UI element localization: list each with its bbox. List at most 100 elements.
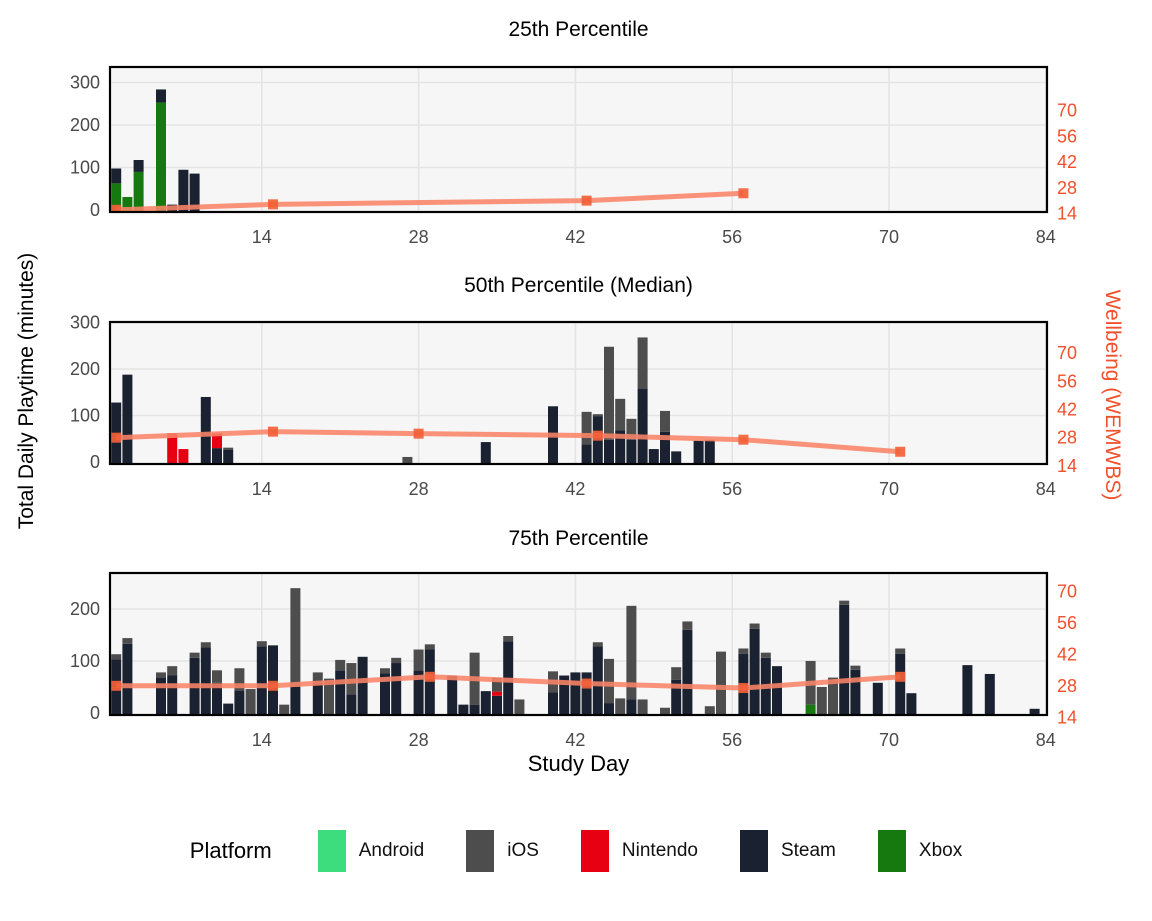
x-tick-label: 14 xyxy=(252,479,272,499)
x-tick-label: 84 xyxy=(1036,227,1056,247)
y-left-tick-label: 0 xyxy=(90,703,100,723)
panel-marks xyxy=(111,588,1040,714)
bar-segment-steam xyxy=(212,448,222,463)
bar-segment-steam xyxy=(312,682,323,714)
x-tick-label: 42 xyxy=(565,730,585,750)
bar-segment-steam xyxy=(637,388,648,463)
bar-segment-steam xyxy=(469,704,480,714)
bar-segment-steam xyxy=(480,442,491,463)
y-right-tick-label: 42 xyxy=(1057,152,1077,172)
bar-segment-steam xyxy=(391,663,402,714)
wellbeing-marker xyxy=(581,678,592,689)
x-tick-label: 14 xyxy=(252,730,272,750)
bar-segment-ios xyxy=(234,668,245,691)
y-left-tick-label: 200 xyxy=(70,115,100,135)
panel-border xyxy=(108,571,1049,717)
bar-segment-ios xyxy=(839,600,850,605)
bar-segment-steam xyxy=(615,430,626,463)
y-right-tick-label: 14 xyxy=(1057,204,1077,224)
legend-label: Xbox xyxy=(918,840,963,861)
bar-segment-steam xyxy=(581,444,592,463)
bar-segment-xbox xyxy=(111,183,122,211)
wellbeing-marker xyxy=(268,426,278,437)
bar-segment-steam xyxy=(604,703,614,714)
bar-segment-steam xyxy=(200,396,211,463)
wellbeing-line xyxy=(116,190,744,211)
x-tick-label: 56 xyxy=(722,479,742,499)
bar-segment-steam xyxy=(671,451,682,463)
x-axis-label: Study Day xyxy=(527,751,630,776)
y-left-tick-label: 300 xyxy=(70,73,100,93)
bar-segment-steam xyxy=(570,672,581,714)
panel-marks xyxy=(111,89,749,211)
legend-label: Nintendo xyxy=(621,840,698,861)
bar-segment-ios xyxy=(424,644,435,650)
bar-segment-ios xyxy=(492,677,502,692)
panel-title-50th-percentile: 50th Percentile (Median) xyxy=(464,274,693,297)
bar-segment-ios xyxy=(324,678,334,714)
bar-segment-xbox xyxy=(133,171,144,211)
wellbeing-line xyxy=(116,429,901,455)
bar-segment-ios xyxy=(290,588,301,687)
y-axis-label-left: Total Daily Playtime (minutes) xyxy=(15,252,38,530)
bar-segment-steam xyxy=(212,682,222,714)
bar-segment-ios xyxy=(581,411,592,445)
wellbeing-marker xyxy=(111,432,122,443)
y-left-tick-label: 300 xyxy=(70,313,100,333)
y-right-tick-label: 28 xyxy=(1057,428,1077,448)
panel-title-25th-percentile: 25th Percentile xyxy=(508,18,649,41)
x-tick-label: 56 xyxy=(722,227,742,247)
y-right-tick-label: 56 xyxy=(1057,613,1077,633)
bar-segment-steam xyxy=(626,439,637,463)
bar-segment-steam xyxy=(167,675,178,714)
legend-swatch-xbox xyxy=(877,830,906,872)
y-right-tick-label: 28 xyxy=(1057,676,1077,696)
y-right-tick-label: 70 xyxy=(1057,343,1077,363)
bar-segment-steam xyxy=(492,695,502,714)
legend-item-ios: iOS xyxy=(466,830,539,872)
bar-segment-steam xyxy=(156,89,166,103)
bar-segment-ios xyxy=(749,623,760,629)
y-right-tick-label: 56 xyxy=(1057,371,1077,391)
y-right-tick-label: 42 xyxy=(1057,400,1077,420)
bar-segment-ios xyxy=(245,689,256,714)
bar-segment-ios xyxy=(380,668,390,674)
bar-segment-steam xyxy=(850,669,861,714)
bar-segment-ios xyxy=(312,672,323,683)
bar-segment-ios xyxy=(615,398,626,431)
bar-segment-xbox xyxy=(805,704,816,714)
y-right-tick-label: 14 xyxy=(1057,456,1077,476)
legend-label: Android xyxy=(358,840,425,861)
x-tick-label: 70 xyxy=(879,479,899,499)
y-right-tick-label: 14 xyxy=(1057,707,1077,727)
panel-background xyxy=(110,67,1047,212)
bar-segment-steam xyxy=(581,672,592,714)
wellbeing-marker xyxy=(111,680,122,691)
bar-segment-steam xyxy=(660,431,670,463)
wellbeing-marker xyxy=(268,199,278,210)
y-left-tick-label: 200 xyxy=(70,599,100,619)
y-left-tick-label: 100 xyxy=(70,651,100,671)
bar-segment-ios xyxy=(760,652,771,658)
bar-segment-steam xyxy=(380,673,390,714)
bar-segment-ios xyxy=(682,621,693,630)
bar-segment-steam xyxy=(357,656,368,714)
bar-segment-nintendo xyxy=(178,449,189,463)
legend-swatch-steam xyxy=(739,830,768,872)
bar-segment-ios xyxy=(592,414,603,417)
bar-segment-ios xyxy=(615,698,626,714)
wellbeing-marker xyxy=(895,671,906,682)
bar-segment-ios xyxy=(660,410,670,432)
legend-item-nintendo: Nintendo xyxy=(580,830,698,872)
y-left-tick-label: 100 xyxy=(70,406,100,426)
legend-title: Platform xyxy=(189,838,272,863)
bar-segment-ios xyxy=(626,605,637,700)
bar-segment-steam xyxy=(559,675,570,714)
x-tick-label: 28 xyxy=(409,730,429,750)
bar-segment-steam xyxy=(872,682,883,714)
bar-segment-ios xyxy=(256,641,267,647)
bar-segment-steam xyxy=(234,690,245,714)
bar-segment-steam xyxy=(223,449,234,463)
y-left-tick-label: 0 xyxy=(90,200,100,220)
bar-segment-steam xyxy=(178,169,189,211)
